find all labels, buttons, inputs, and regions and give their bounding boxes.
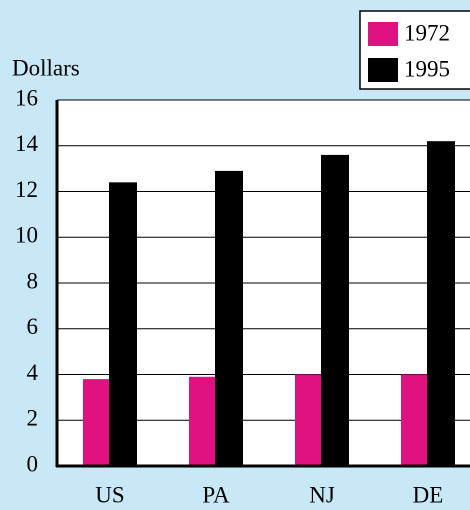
- bar: [401, 374, 427, 466]
- x-tick-label: PA: [202, 482, 230, 507]
- y-axis-label: Dollars: [12, 55, 80, 80]
- bar: [83, 379, 109, 466]
- legend-label: 1995: [404, 56, 450, 81]
- legend-label: 1972: [404, 20, 450, 45]
- y-tick-label: 14: [15, 131, 39, 156]
- y-tick-label: 6: [27, 314, 39, 339]
- bar: [189, 376, 215, 466]
- y-tick-label: 8: [27, 268, 39, 293]
- y-tick-label: 0: [27, 451, 39, 476]
- x-tick-label: US: [95, 482, 124, 507]
- bar: [321, 154, 349, 466]
- bar: [215, 170, 243, 466]
- bar: [295, 374, 321, 466]
- y-tick-label: 12: [15, 177, 38, 202]
- legend-swatch: [368, 58, 398, 82]
- y-tick-label: 4: [27, 360, 39, 385]
- legend-swatch: [368, 22, 398, 46]
- y-tick-label: 10: [15, 223, 38, 248]
- y-tick-label: 16: [15, 85, 38, 110]
- x-tick-label: DE: [413, 482, 444, 507]
- y-tick-label: 2: [27, 406, 39, 431]
- bar: [109, 182, 137, 466]
- bar: [427, 141, 455, 467]
- x-tick-label: NJ: [309, 482, 335, 507]
